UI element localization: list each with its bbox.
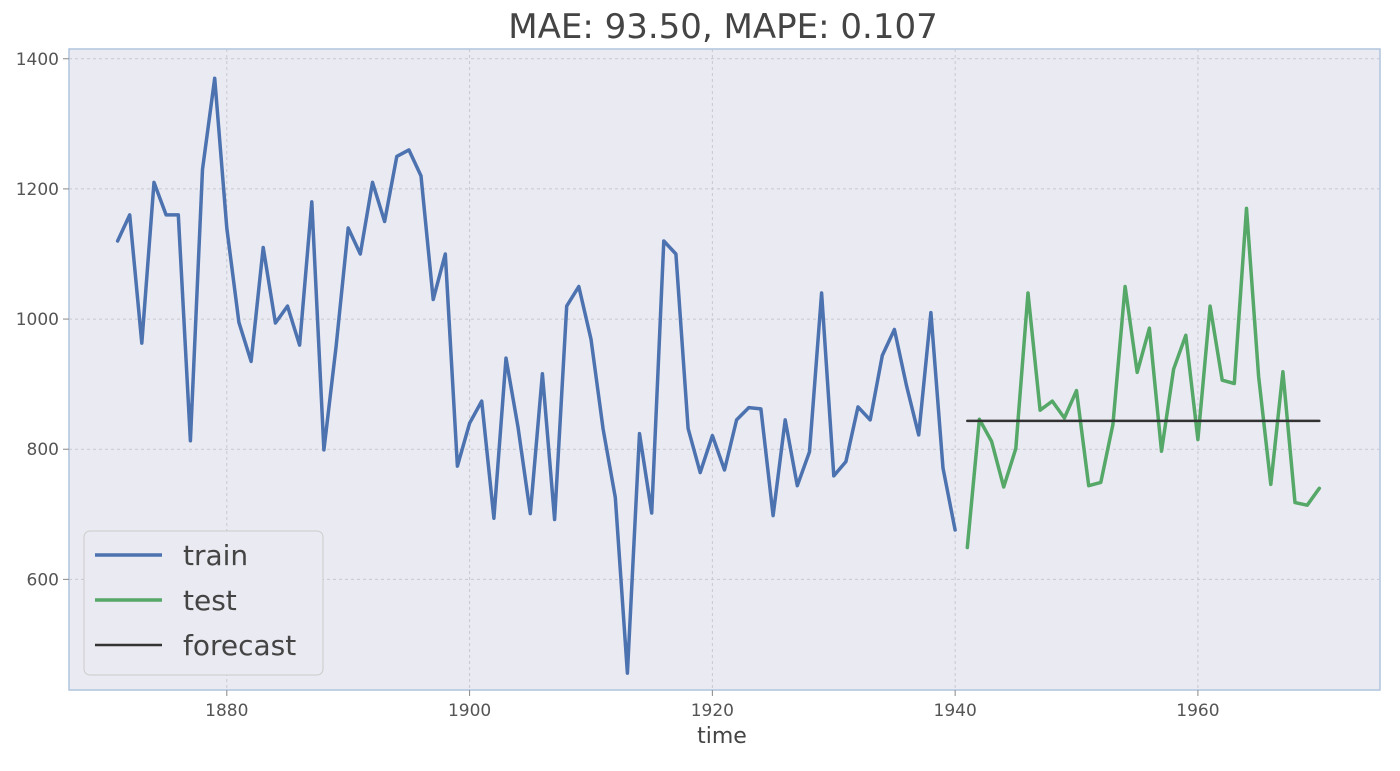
x-tick-label: 1940 — [934, 701, 977, 721]
x-tick-label: 1900 — [448, 701, 491, 721]
series-line-test — [965, 206, 1322, 550]
x-axis-ticks: 1880 1900 1920 1940 1960 — [205, 690, 1220, 721]
series-group — [115, 76, 1322, 675]
legend-label-forecast: forecast — [183, 629, 296, 662]
chart-title: MAE: 93.50, MAPE: 0.107 — [508, 7, 937, 47]
legend-label-test: test — [183, 584, 237, 617]
y-tick-label: 1400 — [16, 50, 59, 70]
x-tick-label: 1880 — [205, 701, 248, 721]
legend-box — [83, 530, 324, 676]
x-tick-label: 1920 — [691, 701, 734, 721]
y-tick-label: 1200 — [16, 180, 59, 200]
y-tick-label: 1000 — [16, 310, 59, 330]
legend: train test forecast — [83, 530, 324, 676]
y-axis-ticks: 600 800 1000 1200 1400 — [16, 50, 69, 590]
legend-label-train: train — [183, 539, 248, 572]
x-tick-label: 1960 — [1176, 701, 1219, 721]
y-tick-label: 600 — [27, 570, 59, 590]
x-axis-label: time — [697, 724, 747, 749]
series-line-train — [115, 76, 957, 675]
y-tick-label: 800 — [27, 440, 59, 460]
